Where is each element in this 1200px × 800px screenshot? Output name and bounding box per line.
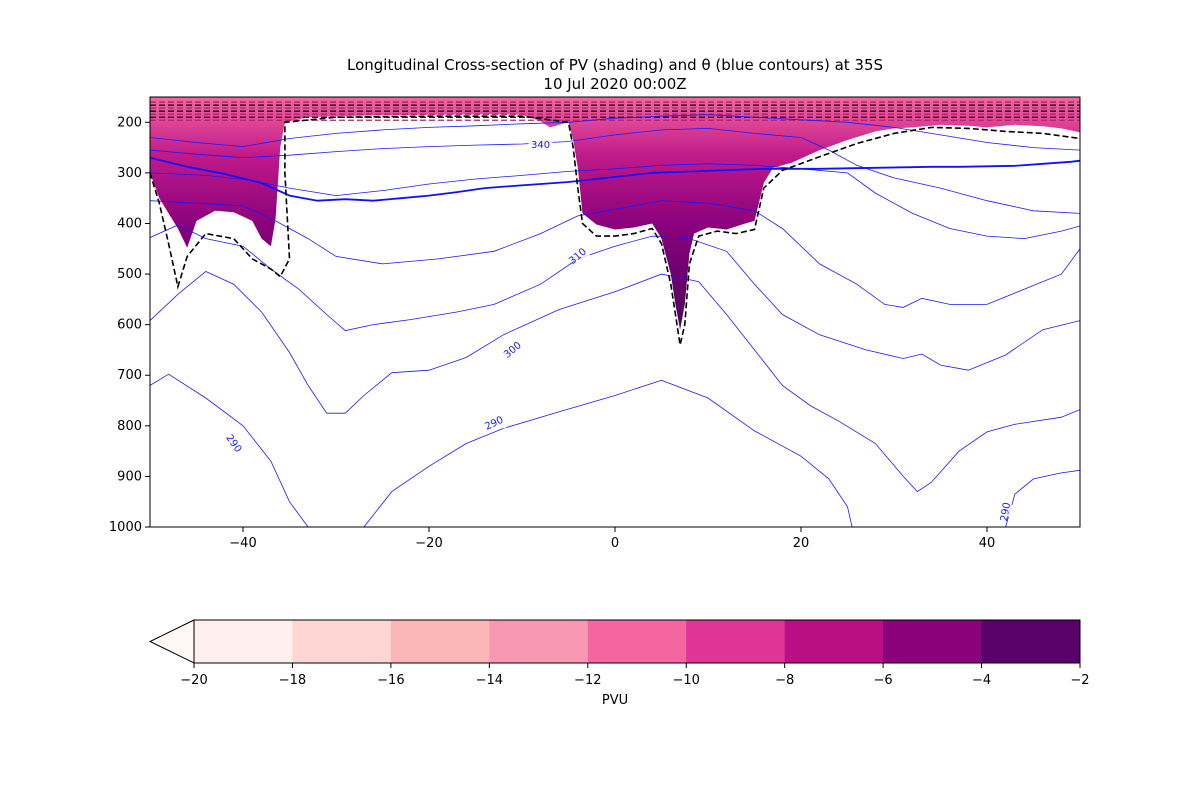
theta-contour-label: 290 [999,502,1013,523]
colorbar-tick-label: −18 [279,673,306,688]
y-tick-label: 600 [117,318,142,333]
colorbar-tick-label: −6 [874,673,893,688]
colorbar-tick-label: −8 [775,673,794,688]
colorbar-extend-arrow [148,619,195,664]
colorbar-tick-label: −20 [180,673,207,688]
theta-contour-290 [150,373,309,527]
y-tick-label: 200 [117,115,142,130]
colorbar: −20 −18 −16 −14 −12 −10 −8 −6 −4 −2 PVU [148,619,1090,708]
colorbar-tick-label: −14 [476,673,503,688]
x-tick-label: −40 [229,536,256,551]
colorbar-frame [193,619,1081,664]
colorbar-tick-label: −12 [574,673,601,688]
y-tick-label: 900 [117,469,142,484]
colorbar-segment [390,620,490,663]
colorbar-segment [292,620,392,663]
colorbar-tick-label: −4 [972,673,991,688]
pv-dashed-contour [150,115,1080,346]
colorbar-segment [489,620,589,663]
colorbar-segment [194,620,293,663]
theta-contour-290 [363,379,853,527]
colorbar-tick-label: −2 [1070,673,1089,688]
theta-label-background [221,436,246,449]
dynamic-tropopause-line [150,156,1080,202]
y-tick-label: 400 [117,216,142,231]
theta-contour-310 [150,224,1080,371]
x-tick-label: 0 [611,536,619,551]
y-tick-label: 700 [117,368,142,383]
colorbar-segment [784,620,884,663]
theta-contour-340 [150,127,1080,214]
colorbar-label: PVU [602,693,628,708]
colorbar-segment [587,620,687,663]
theta-label-background [993,504,1018,517]
colorbar-tick-label: −10 [673,673,700,688]
theta-contour-320 [150,200,1080,308]
x-tick-label: −20 [415,536,442,551]
theta-label-background [565,249,590,262]
x-tick-label: 40 [979,536,996,551]
chart-title-line-1: Longitudinal Cross-section of PV (shadin… [347,56,883,74]
axes: −40 −20 0 20 40 200 300 400 500 600 700 800 900 1000 [109,115,995,551]
theta-label-background [528,138,553,151]
colorbar-segment [686,620,786,663]
colorbar-segment [981,620,1081,663]
chart-title-line-2: 10 Jul 2020 00:00Z [543,75,686,93]
theta-contour-290 [1005,469,1080,527]
theta-contour-300 [150,271,1080,493]
theta-contour-label: 340 [531,140,550,151]
y-tick-label: 800 [117,419,142,434]
theta-contour-330 [150,163,1080,240]
pv-shading [150,97,1080,330]
colorbar-segment [883,620,983,663]
theta-contour-350 [150,114,1080,151]
theta-label-background [500,342,525,355]
y-tick-label: 500 [117,267,142,282]
x-tick-label: 20 [793,536,810,551]
y-tick-label: 300 [117,166,142,181]
y-tick-label: 1000 [109,520,142,535]
theta-label-background [482,416,507,429]
colorbar-tick-label: −16 [377,673,404,688]
